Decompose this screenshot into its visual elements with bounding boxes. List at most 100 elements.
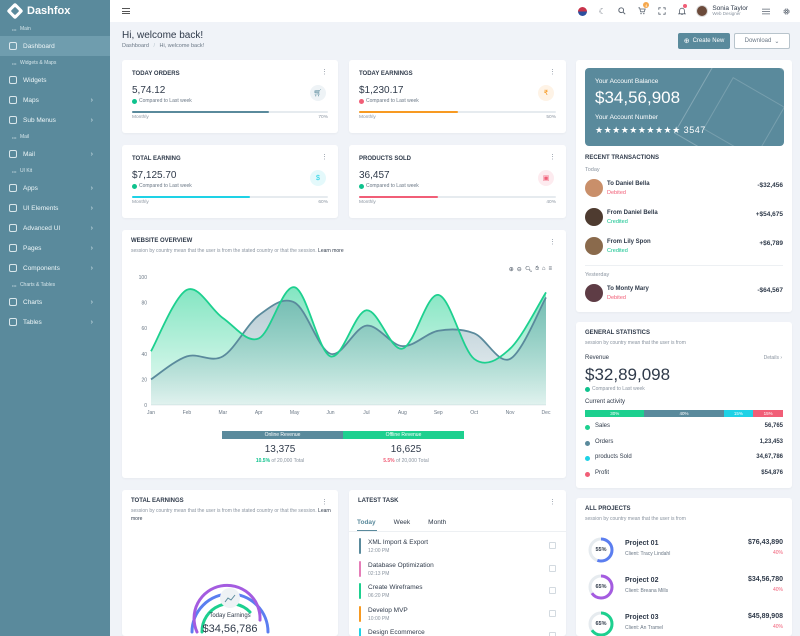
task-checkbox[interactable]: [549, 564, 556, 572]
language-button[interactable]: [572, 0, 592, 22]
zoom-in-icon[interactable]: ⊕: [508, 267, 514, 273]
search-button[interactable]: [612, 0, 632, 22]
breadcrumb-link[interactable]: Dashboard: [122, 43, 149, 49]
transaction-row[interactable]: To Monty Mary Debited -$64,567: [585, 284, 783, 306]
kebab-menu-icon[interactable]: ⋮: [321, 69, 328, 76]
sidebar-item-advanced-ui[interactable]: Advanced UI ›: [0, 218, 110, 238]
tab-month[interactable]: Month: [428, 519, 447, 526]
notification-dot: [683, 4, 688, 8]
kebab-menu-icon[interactable]: ⋮: [321, 499, 328, 506]
balance-label: Your Account Balance: [595, 78, 659, 85]
theme-toggle-button[interactable]: ☾: [592, 0, 612, 22]
task-checkbox[interactable]: [549, 632, 556, 636]
footer-percent: 50%: [546, 115, 556, 120]
series-line-online-revenue[interactable]: [150, 297, 547, 381]
fullscreen-button[interactable]: [652, 0, 672, 22]
legend-online[interactable]: Online Revenue: [222, 431, 343, 439]
earnings-label: Today Earnings: [209, 613, 251, 619]
balance-value: $34,56,908: [595, 88, 681, 107]
task-item[interactable]: Database Optimization 02:13 PM: [359, 560, 556, 583]
transaction-name: To Monty Mary: [607, 286, 649, 292]
trend-dot-icon: [359, 98, 364, 104]
transaction-row[interactable]: From Daniel Bella Credited +$54,675: [585, 208, 783, 230]
download-button[interactable]: Download ⌄: [734, 33, 790, 49]
stat-card: TODAY EARNINGS ⋮ $1,230.17 Compared to Last…: [349, 60, 566, 133]
cart-icon: 🛒︎: [310, 85, 326, 101]
tab-week[interactable]: Week: [393, 519, 411, 526]
chevron-right-icon: ›: [90, 96, 93, 104]
sidebar-item-apps[interactable]: Apps ›: [0, 178, 110, 198]
project-row[interactable]: 55% Project 01 Client: Tracy Lindahl $76,43…: [585, 536, 783, 572]
tab-today[interactable]: Today: [357, 519, 376, 526]
magnifier-icon[interactable]: 🔍︎: [524, 267, 533, 273]
plus-circle-icon: ⊕: [683, 38, 690, 45]
task-checkbox[interactable]: [549, 587, 556, 594]
footer-percent: 70%: [318, 115, 328, 120]
sidebar-item-components[interactable]: Components ›: [0, 258, 110, 278]
apps-menu-button[interactable]: [756, 0, 776, 22]
sidebar-item-maps[interactable]: Maps ›: [0, 90, 110, 110]
learn-more-link[interactable]: Learn more: [131, 508, 331, 522]
earnings-radial-chart: [190, 583, 270, 634]
project-row[interactable]: 65% Project 02 Client: Breana Mills $34,56,…: [585, 573, 783, 609]
breadcrumb-current: Hi, welcome back!: [159, 43, 205, 49]
sidebar-item-widgets[interactable]: Widgets: [0, 70, 110, 90]
home-icon[interactable]: ⌂: [541, 266, 546, 272]
sidebar-item-dashboard[interactable]: Dashboard: [0, 36, 110, 56]
menu-toggle-icon[interactable]: [122, 8, 130, 14]
sidebar-item-label: Charts: [23, 298, 43, 306]
sidebar-item-charts[interactable]: Charts ›: [0, 292, 110, 312]
kebab-menu-icon[interactable]: ⋮: [549, 69, 556, 76]
stat-title: PRODUCTS SOLD: [359, 156, 412, 162]
stat-row-value: $54,876: [761, 469, 783, 476]
chart-menu-icon[interactable]: ≡: [548, 266, 552, 272]
sidebar-item-tables[interactable]: Tables ›: [0, 312, 110, 332]
section-label: Charts & Tables: [19, 282, 56, 288]
task-checkbox[interactable]: [549, 542, 556, 549]
task-item[interactable]: Develop MVP 10:00 PM: [359, 605, 556, 628]
kebab-menu-icon[interactable]: ⋮: [321, 154, 328, 161]
task-item[interactable]: XML Import & Export 12:00 PM: [359, 538, 556, 560]
cart-button[interactable]: 4: [632, 0, 652, 22]
layers-icon: [9, 116, 17, 124]
sidebar-section-label: • • • Main: [0, 22, 110, 36]
transaction-status: Debited: [607, 295, 626, 301]
sidebar-item-ui-elements[interactable]: UI Elements ›: [0, 198, 110, 218]
zoom-out-icon[interactable]: ⊖: [516, 267, 522, 273]
footer-period: Monthly: [132, 200, 149, 205]
task-checkbox[interactable]: [549, 609, 556, 617]
task-color-bar: [359, 560, 361, 577]
offline-revenue-pct: 5.5%: [383, 458, 395, 464]
sidebar-item-sub-menus[interactable]: Sub Menus ›: [0, 110, 110, 130]
kebab-menu-icon[interactable]: ⋮: [549, 499, 556, 506]
details-link[interactable]: Details ›: [763, 355, 782, 361]
bag-icon: ▣: [538, 170, 554, 186]
create-new-button[interactable]: ⊕ Create New: [678, 33, 730, 49]
task-item[interactable]: Create Wireframes 06:20 PM: [359, 583, 556, 605]
settings-button[interactable]: [776, 0, 796, 22]
widgets-icon: [9, 76, 17, 84]
learn-more-link[interactable]: Learn more: [318, 248, 344, 254]
trend-dot-icon: [359, 183, 364, 189]
legend-offline[interactable]: Offline Revenue: [343, 431, 464, 439]
sidebar-item-pages[interactable]: Pages ›: [0, 238, 110, 258]
offline-revenue-total: of 20,000 Total: [396, 458, 429, 464]
ring-fill: [588, 574, 614, 600]
notifications-button[interactable]: [672, 0, 692, 22]
task-item[interactable]: Design Ecommerce: [359, 628, 556, 636]
sidebar-item-mail[interactable]: Mail ›: [0, 144, 110, 164]
project-row[interactable]: 65% Project 03 Client: An Tramel $45,89,908…: [585, 610, 783, 636]
pan-hand-icon[interactable]: ✋︎: [535, 266, 539, 272]
app-logo[interactable]: Dashfox: [0, 0, 110, 22]
kebab-menu-icon[interactable]: ⋮: [549, 154, 556, 161]
topbar: ☾ 4 Sonia Taylor Web Designer: [110, 0, 800, 22]
sidebar-menu: • • • Main Dashboard • • • Widgets & Maps Wid…: [0, 22, 110, 332]
stat-row-name: Orders: [595, 438, 614, 445]
transaction-row[interactable]: From Lily Spon Credited +$6,789: [585, 237, 783, 259]
transaction-row[interactable]: To Daniel Bella Debited -$32,456: [585, 179, 783, 201]
kebab-menu-icon[interactable]: ⋮: [549, 239, 556, 246]
transaction-status: Credited: [607, 219, 628, 225]
user-menu[interactable]: Sonia Taylor Web Designer: [696, 5, 748, 17]
series-line-offline-revenue[interactable]: [150, 286, 547, 364]
sidebar-item-label: Mail: [23, 150, 35, 158]
